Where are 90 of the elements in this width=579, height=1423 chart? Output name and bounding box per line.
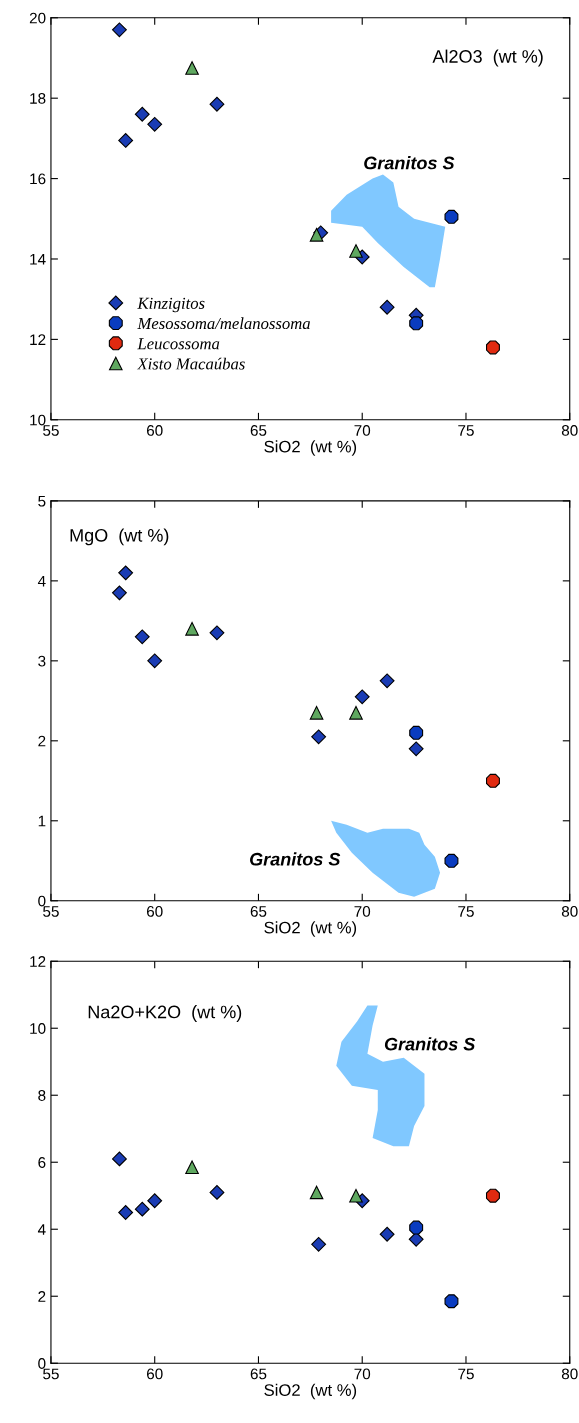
x-tick-label: 80 (561, 1368, 578, 1380)
y-tick-label: 6 (38, 1157, 46, 1168)
point (485, 1188, 500, 1203)
legend-label: Mesossoma/melanossoma (137, 317, 310, 330)
y-tick-label: 18 (30, 93, 46, 104)
x-tick-label: 60 (146, 906, 163, 917)
point (409, 1220, 424, 1235)
point (147, 1193, 163, 1209)
y-tick-label: 2 (38, 735, 46, 747)
point (309, 706, 324, 720)
point (349, 706, 363, 720)
y-tick-label: 12 (30, 956, 46, 967)
point (185, 622, 199, 636)
x-axis-title: SiO2 (wt %) (264, 921, 357, 937)
point (134, 1201, 150, 1217)
x-tick-label: 65 (250, 425, 267, 436)
y-tick-label: 1 (38, 815, 46, 827)
point (408, 741, 424, 757)
x-tick-label: 80 (561, 906, 578, 917)
y-tick-label: 0 (38, 895, 46, 907)
point (209, 96, 225, 112)
y-tick-label: 12 (30, 334, 46, 345)
point (349, 1188, 363, 1203)
y-tick-label: 0 (38, 1358, 46, 1369)
y-tick-label: 14 (30, 254, 46, 265)
point (485, 773, 500, 788)
point (112, 1151, 127, 1167)
x-tick-label: 55 (43, 425, 59, 436)
x-axis-title: SiO2 (wt %) (264, 1383, 357, 1400)
point (409, 316, 424, 331)
annotation: Granitos S (250, 852, 341, 866)
x-tick-label: 60 (146, 425, 163, 436)
x-tick-label: 75 (458, 906, 474, 917)
legend-label: Leucossoma (137, 338, 220, 350)
y-tick-label: 8 (38, 1090, 46, 1101)
point (209, 625, 225, 641)
point (118, 1205, 134, 1220)
point (147, 653, 163, 669)
x-tick-label: 55 (43, 1368, 59, 1380)
y-tick-label: 3 (38, 655, 46, 667)
point (444, 853, 459, 868)
x-tick-label: 80 (561, 425, 578, 436)
point (112, 585, 127, 601)
point (379, 673, 395, 689)
point (134, 629, 150, 645)
point (444, 209, 459, 224)
y-tick-label: 20 (29, 12, 46, 24)
point (349, 244, 363, 258)
point (134, 106, 150, 122)
x-tick-label: 65 (250, 1368, 267, 1380)
y-tick-label: 4 (37, 1224, 46, 1235)
point (147, 116, 163, 132)
x-tick-label: 65 (250, 906, 267, 917)
x-tick-label: 75 (458, 1368, 474, 1380)
y-tick-label: 10 (30, 1023, 46, 1034)
point (118, 132, 134, 148)
point (112, 22, 127, 38)
annotation: MgO (wt %) (70, 528, 169, 546)
legend-label: Kinzigitos (137, 297, 205, 313)
x-tick-label: 55 (43, 906, 59, 917)
point (379, 299, 395, 315)
x-axis-title: SiO2 (wt %) (264, 440, 357, 456)
y-tick-label: 2 (38, 1291, 46, 1302)
x-tick-label: 70 (354, 1368, 371, 1380)
y-tick-label: 16 (30, 173, 46, 185)
x-tick-label: 75 (458, 425, 474, 436)
y-tick-label: 4 (37, 575, 46, 587)
x-tick-label: 70 (354, 906, 371, 917)
point (485, 340, 500, 355)
point (311, 729, 327, 745)
annotation: Granitos S (384, 1037, 476, 1051)
annotation: Granitos S (364, 156, 455, 170)
annotation: Al2O3 (wt %) (432, 49, 543, 67)
point (118, 565, 134, 581)
y-tick-label: 10 (30, 414, 46, 426)
point (185, 61, 199, 75)
point (379, 1226, 395, 1242)
x-tick-label: 70 (354, 425, 371, 436)
point (309, 1185, 324, 1200)
point (185, 1160, 199, 1175)
x-tick-label: 60 (146, 1368, 163, 1380)
point (309, 228, 324, 242)
point (444, 1294, 459, 1309)
point (311, 1236, 327, 1252)
annotation: Na2O+K2O (wt %) (88, 1005, 242, 1022)
point (409, 725, 424, 740)
legend-label: Xisto Macaúbas (136, 357, 245, 370)
y-tick-label: 5 (38, 495, 46, 507)
point (354, 689, 370, 705)
point (209, 1184, 225, 1200)
